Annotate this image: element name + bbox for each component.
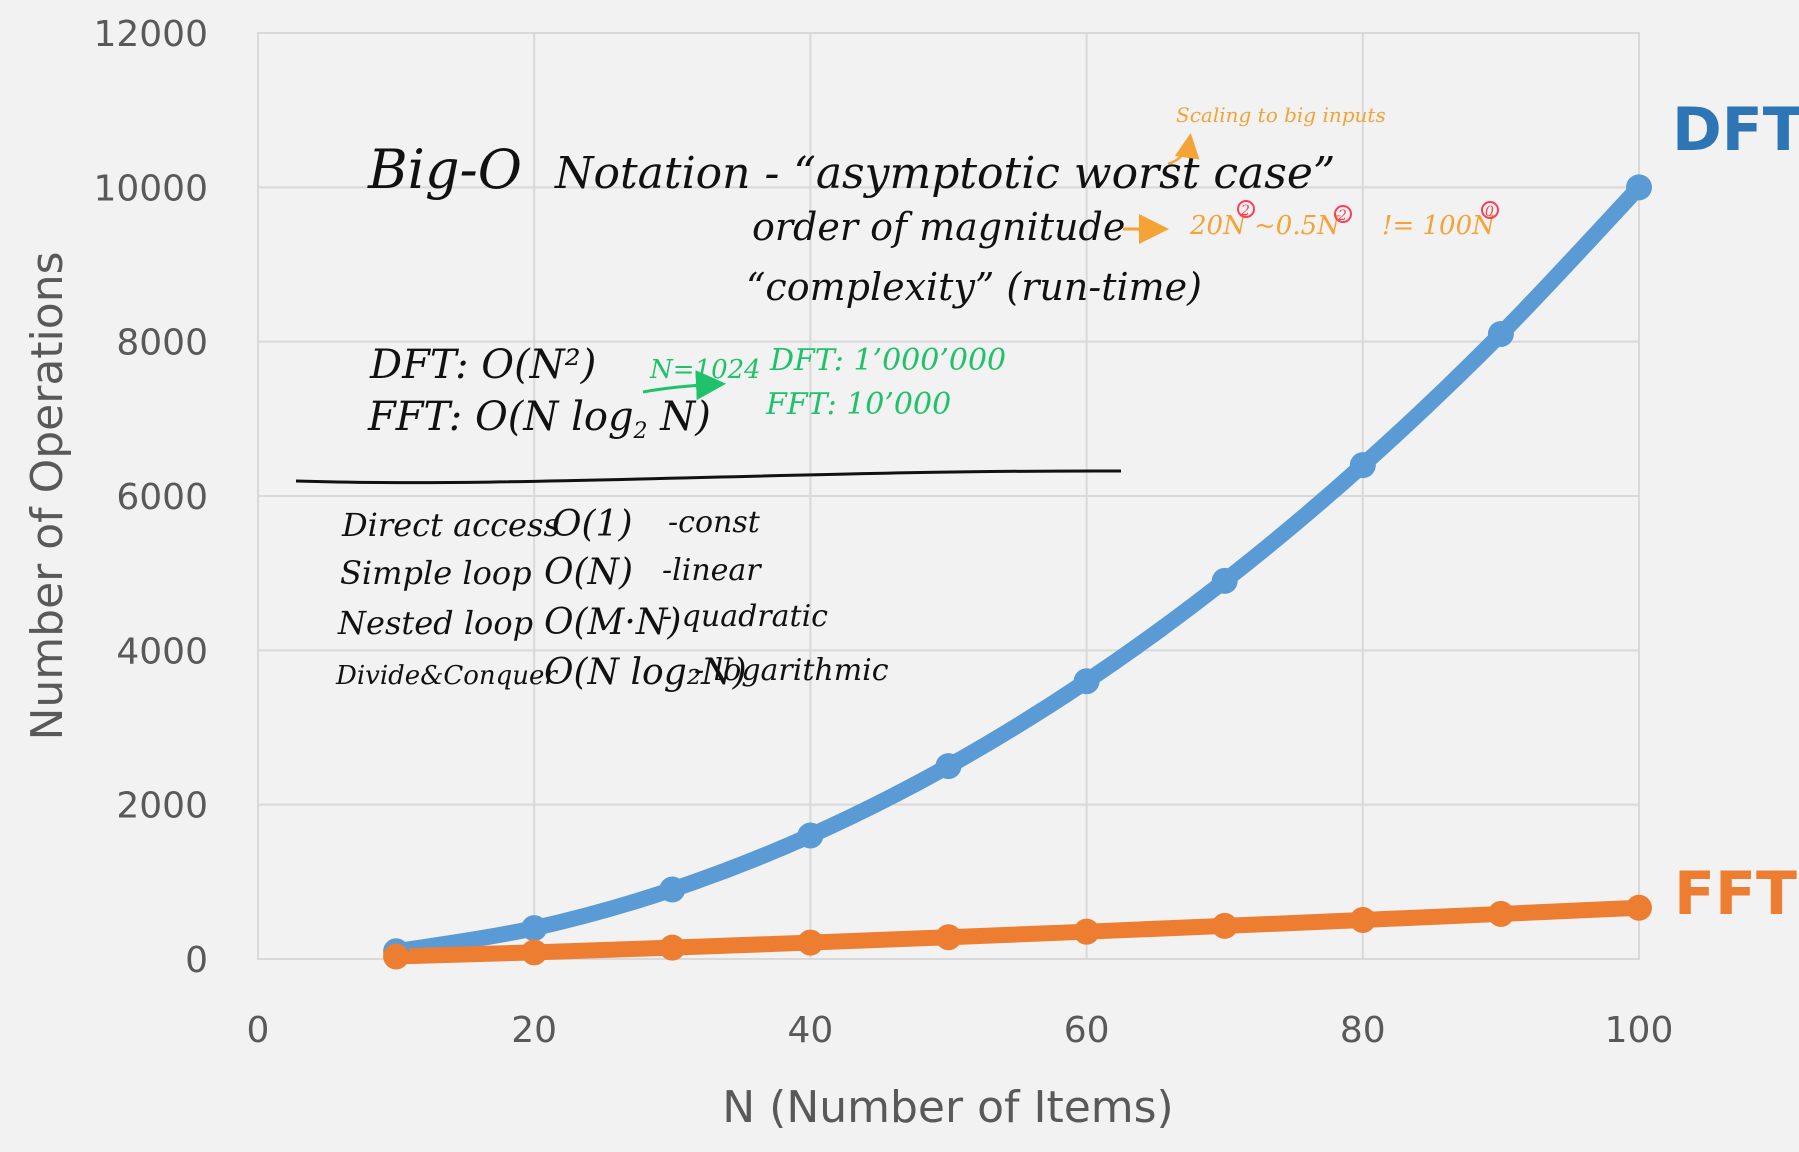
annotation-fft-ops: FFT: 10’000 — [765, 387, 951, 422]
x-tick-label-5: 100 — [1605, 1010, 1674, 1051]
circle-mark-2 — [1334, 205, 1352, 223]
annotation-neq: != 100N — [1382, 211, 1496, 241]
y-axis-title: Number of Operations — [22, 251, 73, 740]
x-tick-label-0: 0 — [247, 1010, 270, 1051]
point-fft-80 — [1349, 906, 1376, 933]
circle-mark-3 — [1481, 201, 1499, 219]
x-tick-label-2: 40 — [787, 1010, 833, 1051]
point-dft-80 — [1349, 452, 1376, 479]
list-1-name: Simple loop — [340, 554, 532, 592]
point-fft-20 — [521, 939, 548, 966]
point-fft-70 — [1211, 912, 1238, 939]
series-label-fft: FFT — [1674, 859, 1797, 929]
annotation-order: order of magnitude — [752, 205, 1125, 249]
green-arrow — [642, 370, 726, 401]
y-tick-label-6: 12000 — [93, 14, 208, 55]
series-line-fft — [388, 899, 1647, 965]
point-fft-90 — [1487, 900, 1514, 927]
y-tick-label-4: 8000 — [116, 323, 208, 364]
circle-mark-1 — [1237, 200, 1255, 218]
list-3-desc: - logarithmic — [694, 653, 889, 688]
list-0-desc: -const — [668, 505, 761, 540]
point-fft-10 — [383, 943, 410, 970]
series-points — [383, 174, 1652, 970]
annotation-bigo: Big-O — [367, 138, 522, 201]
list-2-complexity: O(M·N) — [544, 602, 681, 643]
annotation-sup-3: 0 — [1485, 204, 1494, 220]
series-label-dft: DFT — [1672, 95, 1799, 165]
handwritten-annotations: Big-O Notation - “asymptotic worst case”… — [295, 103, 1499, 693]
y-tick-label-3: 6000 — [116, 477, 208, 518]
y-tick-label-0: 0 — [185, 940, 208, 981]
series-line-dft — [388, 179, 1647, 960]
point-dft-60 — [1073, 668, 1100, 695]
scaling-arrow — [1167, 133, 1200, 166]
point-dft-100 — [1626, 174, 1652, 201]
annotation-half: ~0.5N — [1254, 211, 1341, 241]
y-tick-label-2: 4000 — [116, 631, 208, 672]
annotation-dft-ops: DFT: 1’000’000 — [769, 343, 1006, 378]
x-tick-label-3: 60 — [1064, 1010, 1110, 1051]
point-dft-30 — [659, 876, 686, 903]
list-2-desc: - quadratic — [662, 599, 828, 634]
annotation-sup-2: 2 — [1337, 208, 1347, 224]
annotation-fft-complexity: FFT: O(N log2 N) — [367, 394, 711, 444]
point-fft-60 — [1073, 918, 1100, 945]
point-fft-50 — [935, 924, 962, 951]
y-tick-label-5: 10000 — [93, 168, 208, 209]
point-dft-50 — [935, 753, 962, 780]
list-1-complexity: O(N) — [544, 552, 633, 593]
list-0-name: Direct access — [341, 506, 560, 544]
x-tick-label-4: 80 — [1340, 1010, 1386, 1051]
annotation-sup-1: 2 — [1240, 203, 1250, 219]
series-lines — [388, 179, 1647, 965]
annotation-complexity: “complexity” (run-time) — [746, 265, 1202, 309]
list-1-desc: -linear — [662, 553, 762, 588]
point-dft-40 — [797, 822, 824, 849]
annotation-scaling: Scaling to big inputs — [1176, 103, 1386, 127]
point-dft-70 — [1211, 567, 1238, 594]
annotation-20n: 20N — [1189, 211, 1247, 241]
y-tick-label-1: 2000 — [116, 786, 208, 827]
point-fft-40 — [797, 929, 824, 956]
list-3-name: Divide&Conquer — [335, 661, 558, 691]
point-fft-100 — [1626, 894, 1652, 921]
list-2-name: Nested loop — [337, 604, 533, 642]
point-dft-90 — [1487, 320, 1514, 347]
separator-line — [295, 469, 1122, 485]
annotation-notation: Notation - “asymptotic worst case” — [554, 148, 1335, 199]
x-axis-title: N (Number of Items) — [722, 1082, 1173, 1133]
annotation-n1024: N=1024 — [649, 355, 761, 385]
x-tick-label-1: 20 — [511, 1010, 557, 1051]
x-tick-labels: 0 20 40 60 80 100 — [247, 1010, 1674, 1051]
point-dft-20 — [521, 915, 548, 942]
list-3-complexity: O(N log₂N) — [544, 652, 747, 693]
y-tick-labels: 0 2000 4000 6000 8000 10000 12000 — [93, 14, 208, 981]
point-fft-30 — [659, 934, 686, 961]
list-0-complexity: O(1) — [552, 504, 633, 545]
annotation-dft-complexity: DFT: O(N²) — [369, 342, 596, 388]
